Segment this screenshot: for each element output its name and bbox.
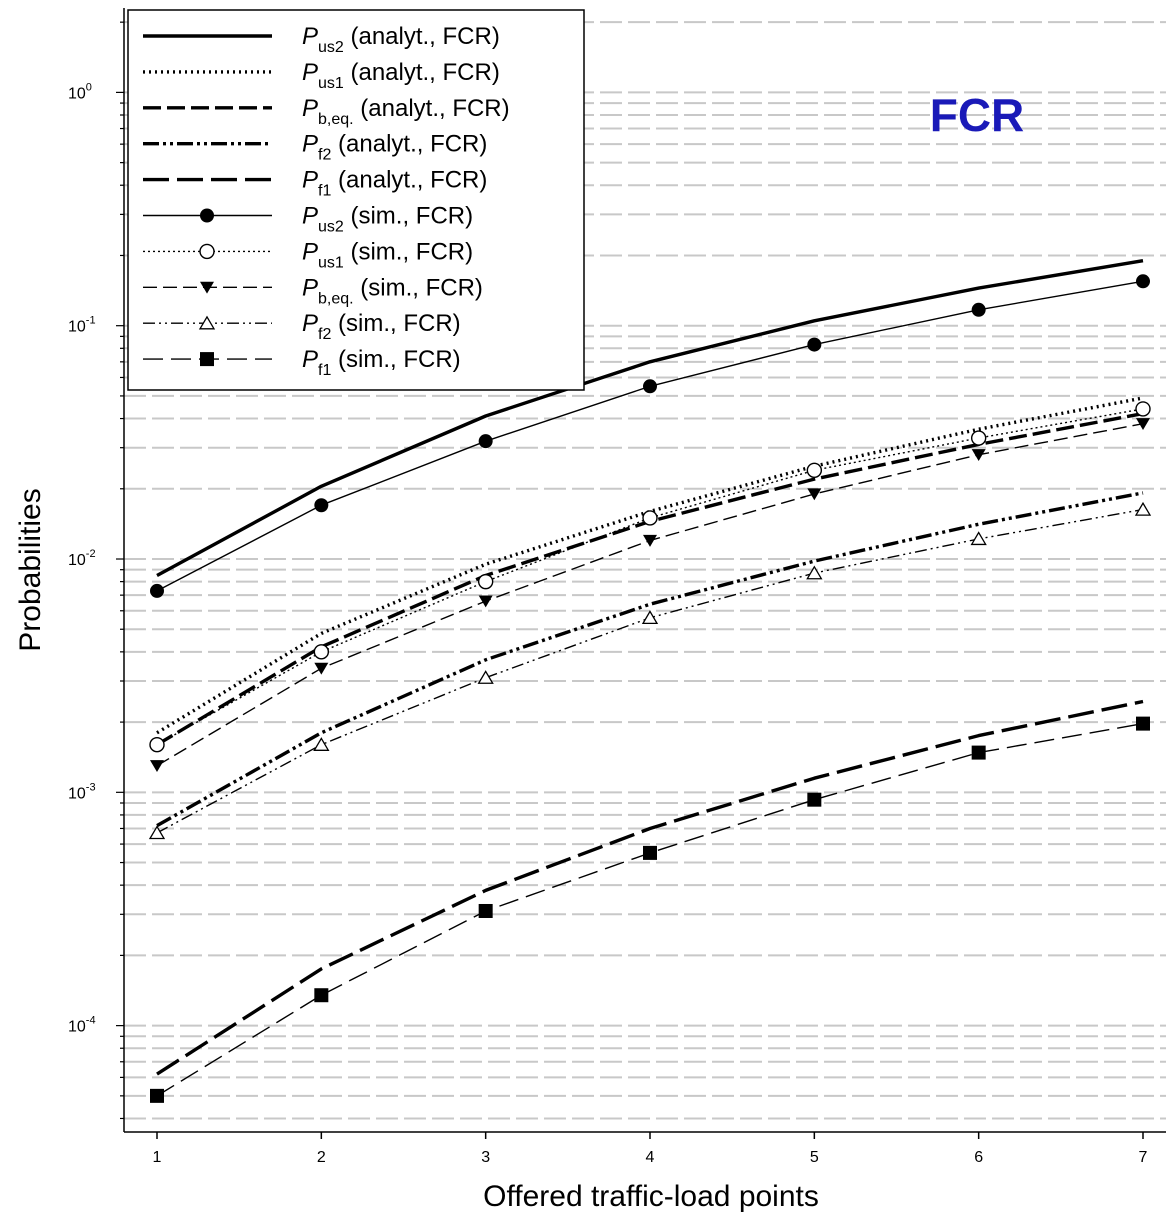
y-tick-label: 10-2 xyxy=(68,548,96,569)
x-tick-label: 2 xyxy=(317,1149,326,1166)
data-point xyxy=(313,644,330,660)
legend-label: Pf1 (analyt., FCR) xyxy=(302,167,487,200)
data-point xyxy=(807,337,822,352)
legend-label: Pb,eq. (analyt., FCR) xyxy=(302,95,510,128)
series-line xyxy=(156,408,1144,746)
series-1 xyxy=(156,396,1144,735)
legend-item: Pus2 (analyt., FCR) xyxy=(143,23,500,56)
series-line xyxy=(156,259,1144,577)
legend-item: Pf1 (analyt., FCR) xyxy=(143,167,487,200)
data-point xyxy=(971,302,986,317)
legend-item: Pus2 (sim., FCR) xyxy=(143,203,473,236)
series-5 xyxy=(150,274,1150,598)
legend-label: Pus2 (sim., FCR) xyxy=(302,203,473,236)
series-4 xyxy=(156,699,1144,1076)
x-tick-label: 7 xyxy=(1139,1149,1148,1166)
data-point xyxy=(971,745,986,760)
data-point xyxy=(1135,401,1151,417)
series-0 xyxy=(156,259,1144,577)
data-point xyxy=(200,208,214,223)
y-tick-label: 10-3 xyxy=(68,781,96,802)
data-point xyxy=(314,498,329,513)
data-point xyxy=(478,903,493,918)
data-point xyxy=(643,845,657,860)
series-line xyxy=(156,722,1144,1097)
y-tick-label: 100 xyxy=(68,81,92,102)
data-point xyxy=(477,670,494,684)
legend-label: Pus1 (sim., FCR) xyxy=(302,238,473,271)
data-point xyxy=(1136,274,1150,289)
data-point xyxy=(199,243,215,260)
data-point xyxy=(642,510,658,526)
legend-label: Pus1 (analyt., FCR) xyxy=(302,59,500,92)
data-point xyxy=(970,531,987,546)
legend-label: Pb,eq. (sim., FCR) xyxy=(302,274,483,307)
grid-lines xyxy=(124,21,1166,1120)
data-point xyxy=(971,449,986,461)
data-point xyxy=(970,430,987,446)
x-tick-label: 4 xyxy=(646,1149,655,1166)
data-point xyxy=(148,825,166,840)
data-point xyxy=(1134,501,1152,516)
x-tick-label: 5 xyxy=(810,1149,819,1166)
legend-item: Pf2 (analyt., FCR) xyxy=(143,131,487,164)
series-line xyxy=(156,699,1144,1076)
legend-item: Pus1 (analyt., FCR) xyxy=(143,59,500,92)
data-point xyxy=(643,379,657,394)
legend: Pus2 (analyt., FCR)Pus1 (analyt., FCR)Pb… xyxy=(127,9,585,391)
legend-item: Pb,eq. (analyt., FCR) xyxy=(143,95,510,128)
legend-label: Pf1 (sim., FCR) xyxy=(302,346,461,379)
legend-label: Pf2 (analyt., FCR) xyxy=(302,131,487,164)
data-point xyxy=(150,1088,164,1103)
data-point xyxy=(198,315,216,330)
data-point xyxy=(643,534,657,547)
data-point xyxy=(1136,418,1150,431)
plot-series xyxy=(148,259,1152,1103)
legend-label: Pf2 (sim., FCR) xyxy=(302,310,461,343)
data-point xyxy=(200,352,214,367)
data-point xyxy=(806,462,823,479)
series-line xyxy=(156,508,1144,834)
x-tick-label: 6 xyxy=(974,1149,983,1166)
data-point xyxy=(150,583,164,598)
series-6 xyxy=(149,401,1151,753)
data-point xyxy=(477,573,494,590)
legend-item: Pus1 (sim., FCR) xyxy=(143,238,473,271)
data-point xyxy=(1136,716,1150,731)
legend-item: Pf2 (sim., FCR) xyxy=(143,310,461,343)
data-point xyxy=(314,988,329,1003)
data-point xyxy=(200,281,214,294)
data-point xyxy=(807,792,822,807)
legend-item: Pf1 (sim., FCR) xyxy=(143,346,461,379)
series-9 xyxy=(150,716,1150,1103)
data-point xyxy=(149,736,165,753)
data-point xyxy=(314,662,329,675)
series-2 xyxy=(156,411,1144,747)
data-point xyxy=(478,434,493,449)
series-8 xyxy=(148,501,1152,840)
y-axis-title: Probabilities xyxy=(14,488,47,651)
x-tick-label: 1 xyxy=(153,1149,162,1166)
data-point xyxy=(806,565,823,580)
inset-label: FCR xyxy=(930,89,1025,141)
data-point xyxy=(478,595,493,608)
data-point xyxy=(150,760,164,773)
series-line xyxy=(156,411,1144,747)
y-tick-label: 10-4 xyxy=(68,1015,96,1036)
legend-item: Pb,eq. (sim., FCR) xyxy=(143,274,483,307)
series-line xyxy=(156,396,1144,735)
x-axis-title: Offered traffic-load points xyxy=(483,1180,819,1213)
data-point xyxy=(313,737,330,751)
legend-label: Pus2 (analyt., FCR) xyxy=(302,23,500,56)
data-point xyxy=(641,610,659,625)
x-tick-label: 3 xyxy=(481,1149,490,1166)
y-tick-label: 10-1 xyxy=(68,315,96,336)
data-point xyxy=(807,488,822,501)
series-7 xyxy=(150,418,1150,773)
